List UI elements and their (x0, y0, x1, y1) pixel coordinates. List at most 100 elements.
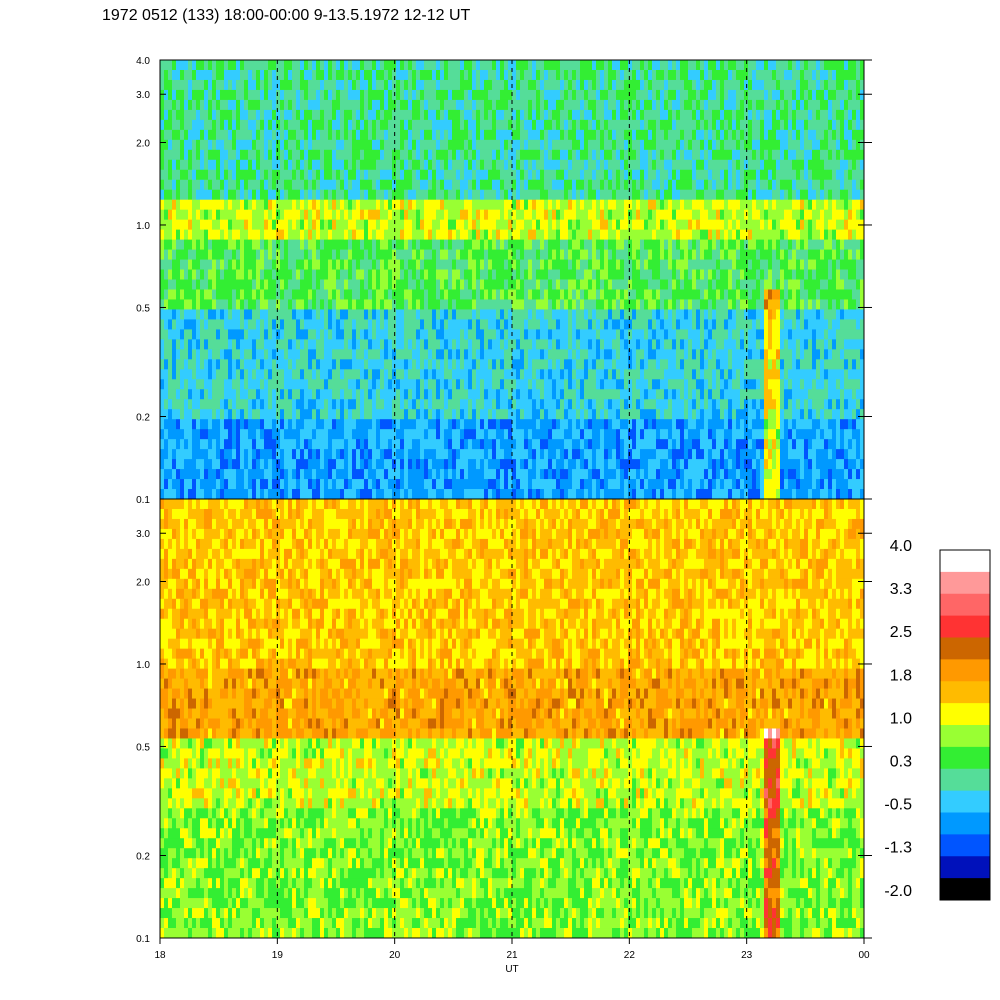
spectrogram-cell (528, 79, 533, 91)
spectrogram-cell (240, 129, 245, 141)
spectrogram-cell (324, 349, 329, 360)
spectrogram-cell (308, 229, 313, 241)
spectrogram-cell (424, 489, 429, 499)
spectrogram-cell (180, 119, 185, 131)
spectrogram-cell (396, 60, 401, 71)
spectrogram-cell (540, 139, 545, 151)
spectrogram-cell (176, 209, 181, 221)
spectrogram-cell (224, 99, 229, 111)
spectrogram-cell (324, 399, 329, 410)
spectrogram-cell (212, 279, 217, 291)
spectrogram-cell (500, 489, 505, 499)
spectrogram-cell (540, 429, 545, 440)
spectrogram-cell (304, 149, 309, 161)
spectrogram-cell (224, 289, 229, 301)
spectrogram-cell (232, 60, 237, 71)
spectrogram-cell (588, 79, 593, 91)
spectrogram-cell (252, 349, 257, 360)
spectrogram-cell (384, 289, 389, 301)
spectrogram-cell (220, 129, 225, 141)
spectrogram-cell (296, 149, 301, 161)
spectrogram-cell (244, 60, 249, 71)
spectrogram-cell (424, 339, 429, 350)
spectrogram-cell (232, 409, 237, 420)
spectrogram-cell (232, 449, 237, 460)
spectrogram-cell (468, 109, 473, 121)
spectrogram-cell (532, 339, 537, 350)
spectrogram-cell (268, 239, 273, 251)
spectrogram-cell (236, 489, 241, 499)
spectrogram-cell (272, 119, 277, 131)
spectrogram-cell (488, 129, 493, 141)
spectrogram-cell (488, 299, 493, 311)
spectrogram-cell (272, 179, 277, 191)
spectrogram-cell (184, 379, 189, 390)
spectrogram-cell (180, 379, 185, 390)
spectrogram-cell (312, 399, 317, 410)
spectrogram-cell (604, 109, 609, 121)
spectrogram-cell (460, 369, 465, 380)
spectrogram-cell (524, 299, 529, 311)
spectrogram-cell (384, 139, 389, 151)
spectrogram-cell (248, 259, 253, 271)
spectrogram-cell (516, 149, 521, 161)
spectrogram-cell (388, 389, 393, 400)
spectrogram-cell (536, 449, 541, 460)
spectrogram-cell (332, 239, 337, 251)
spectrogram-cell (312, 429, 317, 440)
spectrogram-cell (260, 179, 265, 191)
spectrogram-cell (464, 109, 469, 121)
spectrogram-cell (264, 359, 269, 370)
spectrogram-cell (540, 89, 545, 101)
spectrogram-cell (228, 159, 233, 171)
spectrogram-cell (528, 429, 533, 440)
spectrogram-cell (172, 219, 177, 231)
spectrogram-cell (196, 439, 201, 450)
spectrogram-cell (492, 79, 497, 91)
spectrogram-cell (512, 329, 517, 340)
spectrogram-cell (264, 259, 269, 271)
spectrogram-cell (508, 359, 513, 370)
spectrogram-cell (284, 329, 289, 340)
spectrogram-cell (272, 389, 277, 400)
spectrogram-cell (192, 239, 197, 251)
spectrogram-cell (184, 269, 189, 281)
spectrogram-cell (568, 159, 573, 171)
spectrogram-cell (524, 89, 529, 101)
spectrogram-cell (428, 479, 433, 490)
spectrogram-cell (568, 489, 573, 499)
spectrogram-cell (236, 189, 241, 201)
spectrogram-cell (268, 389, 273, 400)
spectrogram-cell (544, 289, 549, 301)
spectrogram-cell (332, 369, 337, 380)
spectrogram-cell (580, 469, 585, 480)
spectrogram-cell (464, 269, 469, 281)
spectrogram-cell (172, 209, 177, 221)
spectrogram-cell (460, 229, 465, 241)
spectrogram-cell (396, 259, 401, 271)
spectrogram-cell (480, 359, 485, 370)
spectrogram-cell (544, 469, 549, 480)
spectrogram-cell (432, 369, 437, 380)
spectrogram-cell (196, 229, 201, 241)
spectrogram-cell (216, 159, 221, 171)
spectrogram-cell (492, 409, 497, 420)
spectrogram-cell (468, 459, 473, 470)
spectrogram-cell (552, 119, 557, 131)
spectrogram-cell (572, 209, 577, 221)
spectrogram-cell (344, 319, 349, 330)
spectrogram-cell (328, 449, 333, 460)
spectrogram-cell (216, 289, 221, 301)
spectrogram-cell (384, 279, 389, 291)
spectrogram-cell (420, 229, 425, 241)
spectrogram-cell (216, 339, 221, 350)
spectrogram-cell (544, 409, 549, 420)
spectrogram-cell (376, 89, 381, 101)
spectrogram-cell (456, 109, 461, 121)
spectrogram-cell (360, 359, 365, 370)
spectrogram-cell (484, 439, 489, 450)
spectrogram-cell (236, 139, 241, 151)
spectrogram-cell (436, 159, 441, 171)
spectrogram-cell (392, 69, 397, 81)
spectrogram-cell (592, 129, 597, 141)
